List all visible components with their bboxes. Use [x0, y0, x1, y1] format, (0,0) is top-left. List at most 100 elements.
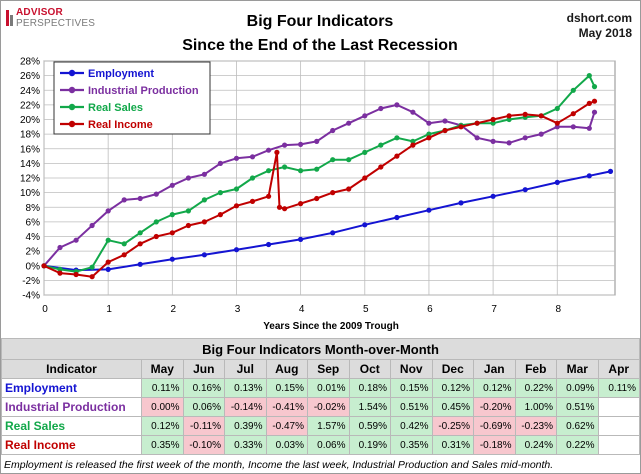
table-cell: 0.06% — [182, 397, 225, 417]
data-point — [554, 120, 560, 126]
series-line-real-sales — [43, 74, 596, 273]
data-point — [586, 173, 592, 179]
table-cell: 0.22% — [514, 378, 557, 398]
credit-site: dshort.com — [566, 11, 632, 25]
y-tick-label: 6% — [26, 217, 41, 228]
indicator-name: Industrial Production — [1, 397, 142, 417]
y-tick-label: 2% — [26, 247, 41, 258]
table-cell: 0.24% — [514, 435, 557, 455]
data-point — [233, 247, 240, 253]
data-point — [410, 138, 416, 144]
data-point — [346, 186, 352, 192]
data-point — [330, 230, 336, 236]
data-point — [394, 214, 400, 221]
data-point — [426, 207, 432, 213]
x-tick-label: 8 — [555, 304, 561, 315]
indicator-name: Employment — [1, 378, 142, 398]
data-point — [233, 186, 240, 192]
table-cell: 0.39% — [224, 416, 267, 436]
data-point — [442, 118, 448, 124]
month-header: Sep — [307, 359, 350, 379]
table-cell: 0.16% — [182, 378, 225, 398]
data-point — [185, 208, 191, 214]
data-point — [346, 120, 352, 126]
data-point — [282, 142, 288, 148]
data-point — [426, 120, 432, 126]
data-point — [458, 200, 464, 206]
indicator-name: Real Sales — [1, 416, 142, 436]
data-point — [330, 127, 336, 134]
x-tick-label: 6 — [427, 304, 433, 315]
data-point — [249, 175, 256, 181]
table-cell: -0.18% — [473, 435, 516, 455]
data-point — [586, 73, 592, 79]
table-cell: 0.11% — [141, 378, 184, 398]
series-line-industrial-production — [43, 103, 596, 267]
y-axis-ticks: -4% -2% 0% 2% 4% 6% 8% 10% 12% 14% 16% 18% 20% 22% 24%… — [20, 57, 40, 302]
data-point — [41, 263, 47, 269]
table-cell: 0.15% — [390, 378, 433, 398]
data-point — [362, 175, 368, 181]
data-point — [522, 111, 528, 117]
month-header: Dec — [431, 359, 474, 379]
legend-swatch-marker — [68, 120, 76, 128]
chart-legend: Employment Industrial Production Real Sale… — [53, 61, 211, 135]
data-point — [362, 149, 368, 155]
advisor-perspectives-logo: ADVISOR PERSPECTIVES — [6, 8, 95, 29]
x-tick-label: 7 — [491, 304, 497, 315]
x-axis-label: Years Since the 2009 Trough — [263, 321, 399, 332]
table-cell: 1.00% — [514, 397, 557, 417]
data-point — [153, 191, 159, 197]
data-point — [394, 102, 400, 108]
y-tick-label: 10% — [20, 188, 40, 199]
data-point — [506, 140, 512, 146]
data-point — [169, 256, 175, 262]
data-point — [153, 233, 159, 240]
data-point — [522, 135, 528, 141]
table-cell: 0.11% — [597, 378, 640, 398]
table-cell: -0.41% — [265, 397, 308, 417]
table-cell: 0.51% — [390, 397, 433, 417]
data-point — [506, 113, 512, 119]
chart-title-line2: Since the End of the Last Recession — [182, 37, 458, 54]
data-point — [153, 219, 159, 225]
data-point — [105, 259, 111, 265]
data-point — [169, 230, 175, 236]
footnote: Employment is released the first week of… — [4, 459, 554, 471]
data-point — [362, 222, 368, 228]
y-tick-label: -4% — [22, 291, 40, 302]
legend-swatch-marker — [68, 103, 76, 111]
data-point — [57, 244, 63, 251]
month-header: Aug — [265, 359, 308, 379]
data-point — [266, 168, 272, 174]
y-tick-label: 20% — [20, 115, 40, 126]
data-point — [276, 204, 283, 210]
series-line-real-income — [43, 100, 595, 278]
data-point — [282, 164, 288, 170]
table-cell: 0.22% — [556, 435, 599, 455]
table-cell: -0.25% — [431, 416, 474, 436]
data-point — [57, 270, 63, 276]
data-point — [169, 212, 175, 218]
data-point — [73, 237, 79, 243]
y-tick-label: 22% — [20, 100, 40, 111]
data-point — [330, 157, 336, 163]
data-point — [474, 120, 480, 126]
data-point — [89, 264, 95, 270]
data-point — [314, 166, 320, 172]
data-point — [73, 271, 79, 278]
data-point — [442, 127, 448, 134]
table-cell: 0.01% — [307, 378, 350, 398]
data-point — [538, 113, 544, 119]
data-point — [554, 179, 560, 185]
data-point — [201, 219, 207, 225]
table-cell: 0.19% — [348, 435, 391, 455]
data-point — [490, 138, 496, 144]
data-point — [522, 187, 528, 193]
table-cell — [597, 416, 640, 436]
y-tick-label: 24% — [20, 86, 40, 97]
table-cell: 0.18% — [348, 378, 391, 398]
chart-series — [41, 73, 614, 280]
x-tick-label: 2 — [171, 304, 177, 315]
data-point — [249, 198, 256, 204]
